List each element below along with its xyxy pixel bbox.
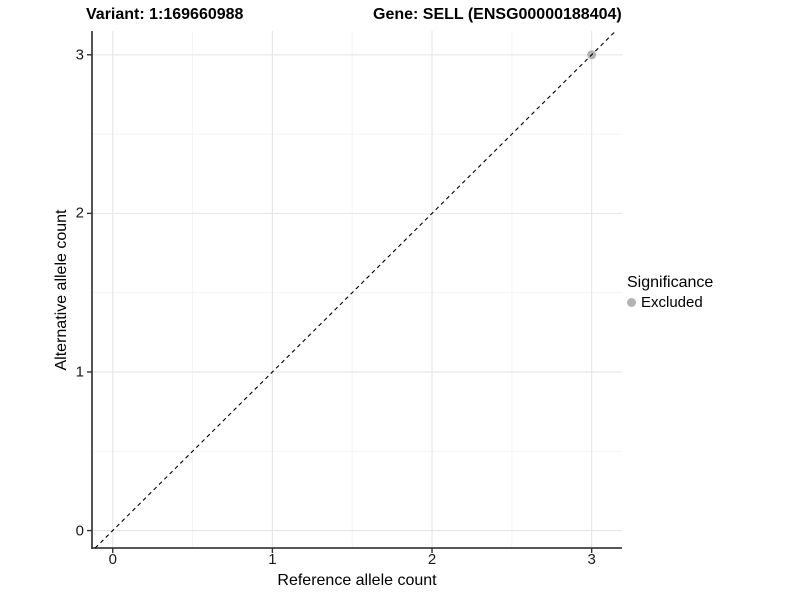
y-tick-label-0: 0 (75, 522, 84, 540)
x-tick-label-1: 1 (268, 551, 277, 568)
identity-dashed-line (94, 30, 617, 549)
legend-point-icon (627, 298, 636, 307)
x-axis-title: Reference allele count (277, 572, 437, 589)
legend-entry-label: Excluded (641, 294, 703, 311)
y-tick-label-1: 1 (75, 363, 84, 381)
y-tick-label-3: 3 (75, 46, 84, 64)
y-tick-label-2: 2 (75, 204, 84, 222)
legend-entries: Excluded (627, 294, 713, 311)
legend-title: Significance (627, 274, 714, 291)
x-tick-label-2: 2 (427, 551, 437, 568)
plot-title-variant: Variant: 1:169660988 (86, 6, 244, 23)
x-tick-label-3: 3 (587, 551, 596, 568)
plot-title-gene: Gene: SELL (ENSG00000188404) (373, 6, 622, 23)
legend: Significance Excluded (627, 274, 713, 311)
y-axis-title: Alternative allele count (53, 209, 70, 371)
x-tick-label-0: 0 (108, 551, 117, 568)
legend-entry-excluded: Excluded (627, 294, 713, 311)
